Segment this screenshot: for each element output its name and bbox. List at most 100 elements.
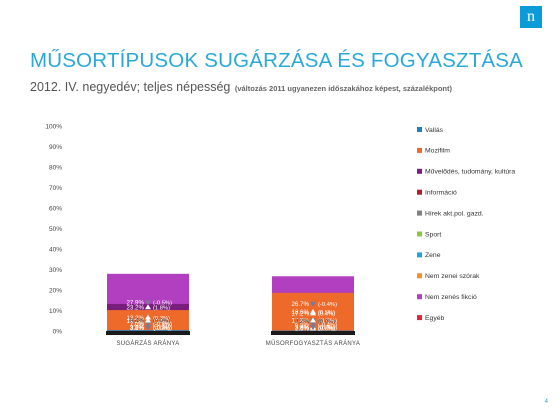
segment-change-label: (0.8%) — [153, 319, 170, 325]
segment-value-label: 3.6% — [295, 325, 310, 332]
segment-change-label: (-0.3%) — [153, 325, 172, 331]
segment-change-label: (1.8%) — [153, 306, 170, 312]
legend-swatch — [417, 210, 422, 216]
data-labels: 23.2% (1.8%) 27.9% (-0.5%) 7.0% (-0.7%) 3.8% (-… — [126, 300, 337, 333]
page-number: 4 — [544, 399, 548, 405]
nielsen-logo: n — [520, 6, 542, 28]
change-up-arrow — [310, 308, 316, 314]
segment-change-label: (-0.5%) — [318, 326, 337, 332]
x-category-label: MŰSORFOGYASZTÁS ARÁNYA — [266, 340, 360, 347]
segment-change-label: (0.0%) — [153, 326, 170, 332]
legend-swatch — [417, 273, 422, 279]
change-down-arrow — [145, 321, 151, 327]
bar-segment — [272, 330, 354, 332]
segment-value-label: 7.0% — [130, 321, 145, 328]
segment-value-label: 3.2% — [130, 325, 145, 332]
segment-value-label: 10.2% — [126, 318, 144, 325]
segment-change-label: (0.5%) — [318, 310, 335, 316]
y-tick-label: 60% — [49, 206, 62, 213]
legend-swatch — [417, 147, 422, 153]
segment-value-label: 3.8% — [295, 324, 310, 331]
y-axis-ticks: 0% 10% 20% 30% 40% 50% 60% 70% 80% 90% 100% — [45, 124, 62, 336]
segment-change-label: (0.0%) — [153, 318, 170, 324]
y-tick-label: 80% — [49, 165, 62, 172]
segment-change-label: (0.7%) — [318, 325, 335, 331]
segment-value-label: 23.2% — [126, 305, 144, 312]
segment-value-label: 17.2% — [291, 311, 309, 318]
legend-swatch — [417, 168, 422, 174]
segment-value-label: 27.9% — [126, 300, 144, 307]
segment-change-label: (0.3%) — [153, 316, 170, 322]
segment-change-label: (-0.4%) — [318, 302, 337, 308]
segment-change-label: (0.4%) — [318, 312, 335, 318]
segment-change-label: (0.6%) — [318, 319, 335, 325]
x-category-label: SUGÁRZÁS ARÁNYA — [116, 340, 179, 347]
x-axis: SUGÁRZÁS ARÁNYA MŰSORFOGYASZTÁS ARÁNYA — [106, 331, 360, 347]
legend-swatch — [417, 189, 422, 195]
y-tick-label: 70% — [49, 185, 62, 192]
page-title: MŰSORTÍPUSOK SUGÁRZÁSA ÉS FOGYASZTÁSA — [30, 49, 524, 72]
segment-value-label: 10.3% — [291, 318, 309, 325]
segment-change-label: (-0.7%) — [153, 322, 172, 328]
segment-value-label: 18.6% — [291, 309, 309, 316]
change-up-arrow — [145, 317, 151, 323]
segment-value-label: 10.5% — [291, 318, 309, 325]
change-down-arrow — [145, 325, 151, 331]
segment-value-label: 6.5% — [295, 322, 310, 329]
subtitle-main: 2012. IV. negyedév; teljes népesség — [30, 80, 231, 94]
legend: Vallás Mozifilm Művelődés, tudomány, kultú… — [417, 127, 515, 322]
segment-value-label: 26.7% — [291, 301, 309, 308]
segment-change-label: (-0.4%) — [318, 323, 337, 329]
page-subtitle: 2012. IV. negyedév; teljes népesség (vál… — [30, 78, 452, 96]
legend-label: Nem zenés fikció — [425, 294, 477, 301]
bar-base — [106, 331, 190, 335]
logo-glyph: n — [527, 8, 535, 25]
segment-change-label: (0.6%) — [318, 327, 335, 333]
segment-change-label: (-0.7%) — [153, 326, 172, 332]
change-up-arrow — [145, 304, 151, 310]
y-tick-label: 30% — [49, 267, 62, 274]
segment-value-label: 3.6% — [130, 325, 145, 332]
change-down-arrow — [310, 301, 316, 307]
legend-label: Mozifilm — [425, 148, 450, 155]
y-tick-label: 90% — [49, 144, 62, 151]
legend-label: Egyéb — [425, 315, 444, 322]
legend-swatch — [417, 127, 422, 132]
legend-swatch — [417, 231, 422, 237]
segment-value-label: 13.2% — [126, 315, 144, 322]
segment-value-label: 0.4% — [130, 317, 145, 324]
legend-swatch — [417, 294, 422, 300]
legend-label: Művelődés, tudomány, kultúra — [425, 169, 515, 176]
segment-change-label: (-0.5%) — [153, 301, 172, 307]
change-up-arrow — [310, 317, 316, 323]
y-tick-label: 100% — [45, 124, 62, 131]
subtitle-note: (változás 2011 ugyanezen időszakához kép… — [234, 84, 453, 93]
bar-base — [271, 331, 355, 335]
legend-label: Információ — [425, 190, 457, 197]
segment-change-label: (-1.2%) — [318, 319, 337, 325]
bar-segment — [107, 330, 189, 331]
segment-change-label: (0.0%) — [318, 319, 335, 325]
y-tick-label: 40% — [49, 247, 62, 254]
legend-label: Hírek akt.pol. gazd. — [425, 210, 484, 217]
legend-label: Vallás — [425, 127, 444, 134]
change-down-arrow — [310, 325, 316, 331]
change-up-arrow — [145, 314, 151, 320]
segment-value-label: 2.6% — [295, 326, 310, 333]
segment-value-label: 0.2% — [295, 318, 310, 325]
segment-value-label: 7.5% — [130, 321, 145, 328]
change-down-arrow — [310, 322, 316, 328]
y-tick-label: 10% — [49, 308, 62, 315]
change-down-arrow — [145, 300, 151, 306]
segment-change-label: (-0.8%) — [153, 322, 172, 328]
y-tick-label: 20% — [49, 288, 62, 295]
y-tick-label: 50% — [49, 226, 62, 233]
legend-label: Sport — [425, 231, 441, 238]
y-tick-label: 0% — [53, 329, 63, 336]
legend-label: Zene — [425, 252, 441, 259]
legend-swatch — [417, 315, 422, 321]
legend-swatch — [417, 252, 422, 258]
segment-value-label: 3.8% — [130, 324, 145, 331]
legend-label: Nem zenei szórak — [425, 273, 480, 280]
